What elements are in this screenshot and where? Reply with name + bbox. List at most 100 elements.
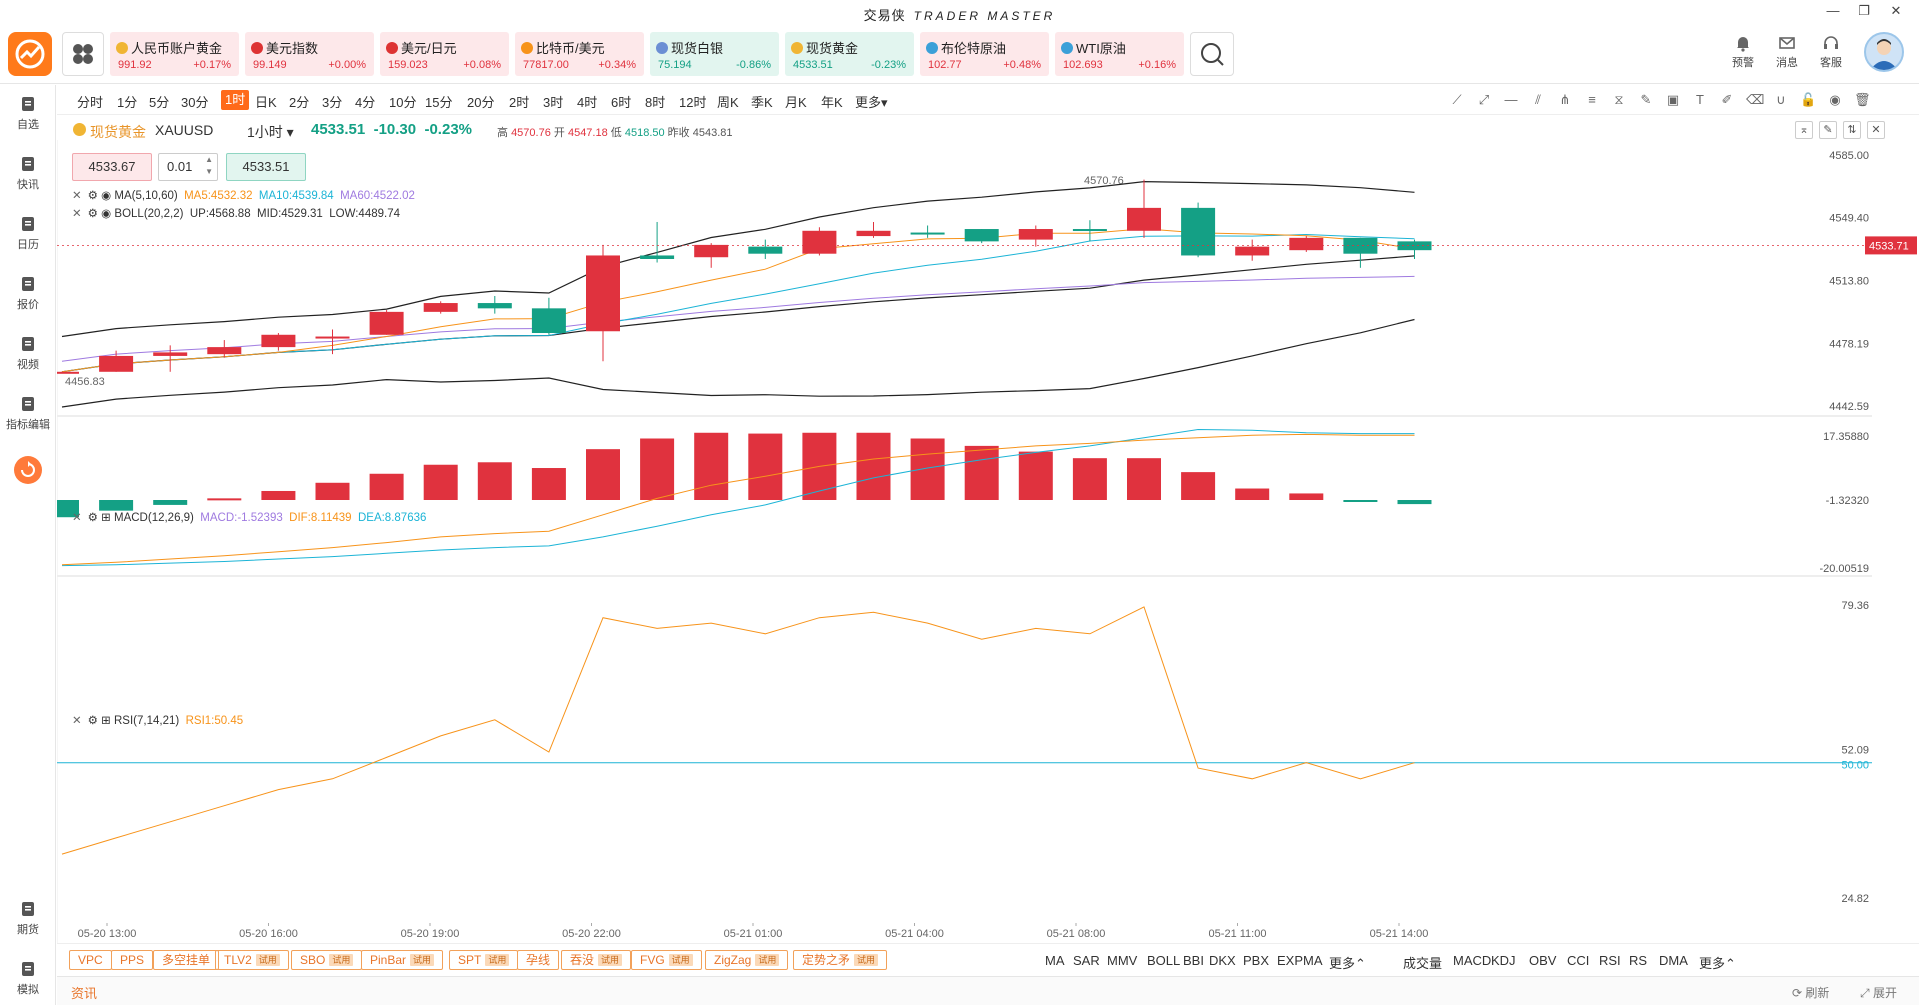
tool-tag[interactable]: PPS (111, 950, 154, 970)
timeframe-21[interactable]: 年K (821, 95, 843, 110)
chart-svg[interactable]: 4570.76 4456.83 4585.00 4549.40 4513.80 4478.… (45, 140, 1919, 943)
expand-icon[interactable]: ⊞ (101, 512, 111, 524)
note-icon[interactable]: ✐ (1721, 92, 1733, 107)
sub-indicator-button[interactable]: CCI (1567, 953, 1590, 968)
main-indicator-button[interactable]: BBI (1183, 953, 1204, 968)
tool-tag[interactable]: 定势之矛 试用 (793, 950, 888, 970)
timeframe-4[interactable]: 1时 (221, 90, 250, 110)
apps-grid-icon[interactable] (62, 32, 104, 76)
settings-icon[interactable]: ⚙ (87, 190, 98, 202)
close-icon[interactable]: ✕ (72, 715, 82, 727)
trash-icon[interactable]: 🗑 (1854, 92, 1871, 107)
close-button[interactable]: ✕ (1890, 3, 1902, 18)
timeframe-22[interactable]: 更多▾ (855, 95, 888, 110)
split-icon[interactable]: ⇅ (1843, 121, 1861, 139)
timeframe-10[interactable]: 15分 (425, 95, 453, 110)
main-indicator-button[interactable]: BOLL (1147, 953, 1181, 968)
sidebar-item[interactable]: 自选 (0, 95, 56, 132)
sidebar-item[interactable]: 视频 (0, 335, 56, 372)
timeframe-16[interactable]: 8时 (645, 95, 666, 110)
eye-icon[interactable]: ◉ (101, 208, 112, 220)
timeframe-7[interactable]: 3分 (322, 95, 343, 110)
timeframe-9[interactable]: 10分 (389, 95, 417, 110)
timeframe-13[interactable]: 3时 (543, 95, 564, 110)
app-logo-icon[interactable] (8, 32, 52, 76)
sidebar-item[interactable]: 模拟 (0, 960, 56, 997)
timeframe-15[interactable]: 6时 (611, 95, 632, 110)
symbol-name[interactable]: 现货黄金 (90, 124, 146, 140)
image-icon[interactable]: ▣ (1666, 92, 1680, 107)
support-button[interactable]: 客服 (1813, 34, 1849, 70)
settings-icon[interactable]: ⚙ (87, 715, 98, 727)
timeframe-18[interactable]: 周K (717, 95, 739, 110)
main-indicator-button[interactable]: PBX (1243, 953, 1270, 968)
quote-card[interactable]: 美元/日元 159.023 +0.08% (380, 32, 509, 76)
timeframe-20[interactable]: 月K (785, 95, 807, 110)
quote-card[interactable]: 现货黄金 4533.51 -0.23% (785, 32, 914, 76)
text-icon[interactable]: T (1696, 92, 1704, 107)
edit-icon[interactable]: ✎ (1819, 121, 1837, 139)
sub-indicator-button[interactable]: RS (1629, 953, 1648, 968)
main-indicator-button[interactable]: SAR (1073, 953, 1100, 968)
tool-tag[interactable]: 孕线 (517, 950, 560, 970)
sidebar-item[interactable]: 快讯 (0, 155, 56, 192)
settings-icon[interactable]: ⚙ (87, 512, 98, 524)
timeframe-0[interactable]: 分时 (77, 95, 104, 110)
symbol-code[interactable]: XAUUSD (155, 122, 214, 138)
timeframe-6[interactable]: 2分 (289, 95, 310, 110)
fib-icon[interactable]: ≡ (1588, 92, 1596, 107)
maximize-button[interactable]: ❐ (1858, 3, 1870, 18)
close-icon[interactable]: ✕ (72, 208, 82, 220)
sidebar-item[interactable]: 期货 (0, 900, 56, 937)
brush-icon[interactable]: ✎ (1640, 92, 1652, 107)
avatar[interactable] (1864, 32, 1904, 72)
search-icon[interactable] (1190, 32, 1234, 76)
timeframe-2[interactable]: 5分 (149, 95, 170, 110)
tool-tag[interactable]: VPC (69, 950, 112, 970)
sidebar-item[interactable]: 报价 (0, 275, 56, 312)
message-button[interactable]: 消息 (1769, 34, 1805, 70)
sell-price-box[interactable]: 4533.67 (72, 153, 152, 181)
trendline-icon[interactable]: ⟋ (1452, 92, 1462, 107)
expand-icon[interactable]: ⊞ (101, 715, 111, 727)
sub-indicator-button[interactable]: KDJ (1491, 953, 1516, 968)
alert-button[interactable]: 预警 (1725, 34, 1761, 70)
quote-card[interactable]: 现货白银 75.194 -0.86% (650, 32, 779, 76)
chart-area[interactable]: 4570.76 4456.83 4585.00 4549.40 4513.80 4478.… (45, 140, 1919, 946)
timeframe-12[interactable]: 2时 (509, 95, 530, 110)
sub-indicator-button[interactable]: OBV (1529, 953, 1557, 968)
sub-indicator-button[interactable]: RSI (1599, 953, 1621, 968)
channel-icon[interactable]: ⫽ (1535, 92, 1541, 107)
main-indicator-button[interactable]: MA (1045, 953, 1065, 968)
fork-icon[interactable]: ⋔ (1559, 92, 1571, 107)
main-indicator-button[interactable]: EXPMA (1277, 953, 1323, 968)
interval-select[interactable]: 1小时 ▾ (247, 124, 294, 140)
close-icon[interactable]: ✕ (72, 512, 82, 524)
timeframe-19[interactable]: 季K (751, 95, 773, 110)
chart-type-icon[interactable]: ⌅ (1795, 121, 1813, 139)
timeframe-14[interactable]: 4时 (577, 95, 598, 110)
close-chart-icon[interactable]: ✕ (1867, 121, 1885, 139)
quote-card[interactable]: WTI原油 102.693 +0.16% (1055, 32, 1184, 76)
tool-tag[interactable]: 多空挂单 (153, 950, 220, 970)
sub-indicator-button[interactable]: 更多⌃ (1699, 956, 1736, 971)
quote-card[interactable]: 布伦特原油 102.77 +0.48% (920, 32, 1049, 76)
timeframe-5[interactable]: 日K (255, 95, 277, 110)
tool-tag[interactable]: PinBar 试用 (361, 950, 444, 970)
tool-tag[interactable]: FVG 试用 (631, 950, 702, 970)
close-icon[interactable]: ✕ (72, 190, 82, 202)
tool-tag[interactable]: TLV2 试用 (215, 950, 289, 970)
magnet-icon[interactable]: ∪ (1776, 92, 1786, 107)
tool-tag[interactable]: SBO 试用 (291, 950, 363, 970)
sub-indicator-button[interactable]: 成交量 (1403, 956, 1443, 971)
eye-icon[interactable]: ◉ (1829, 92, 1841, 107)
timeframe-8[interactable]: 4分 (355, 95, 376, 110)
settings-icon[interactable]: ⚙ (87, 208, 98, 220)
lock-icon[interactable]: 🔓 (1800, 92, 1817, 107)
main-indicator-button[interactable]: MMV (1107, 953, 1138, 968)
expand-button[interactable]: ⤢ 展开 (1860, 986, 1897, 1000)
buy-price-box[interactable]: 4533.51 (226, 153, 306, 181)
sidebar-item[interactable]: 指标编辑 (0, 395, 56, 432)
hline-icon[interactable]: — (1504, 92, 1518, 107)
tool-tag[interactable]: ZigZag 试用 (705, 950, 789, 970)
